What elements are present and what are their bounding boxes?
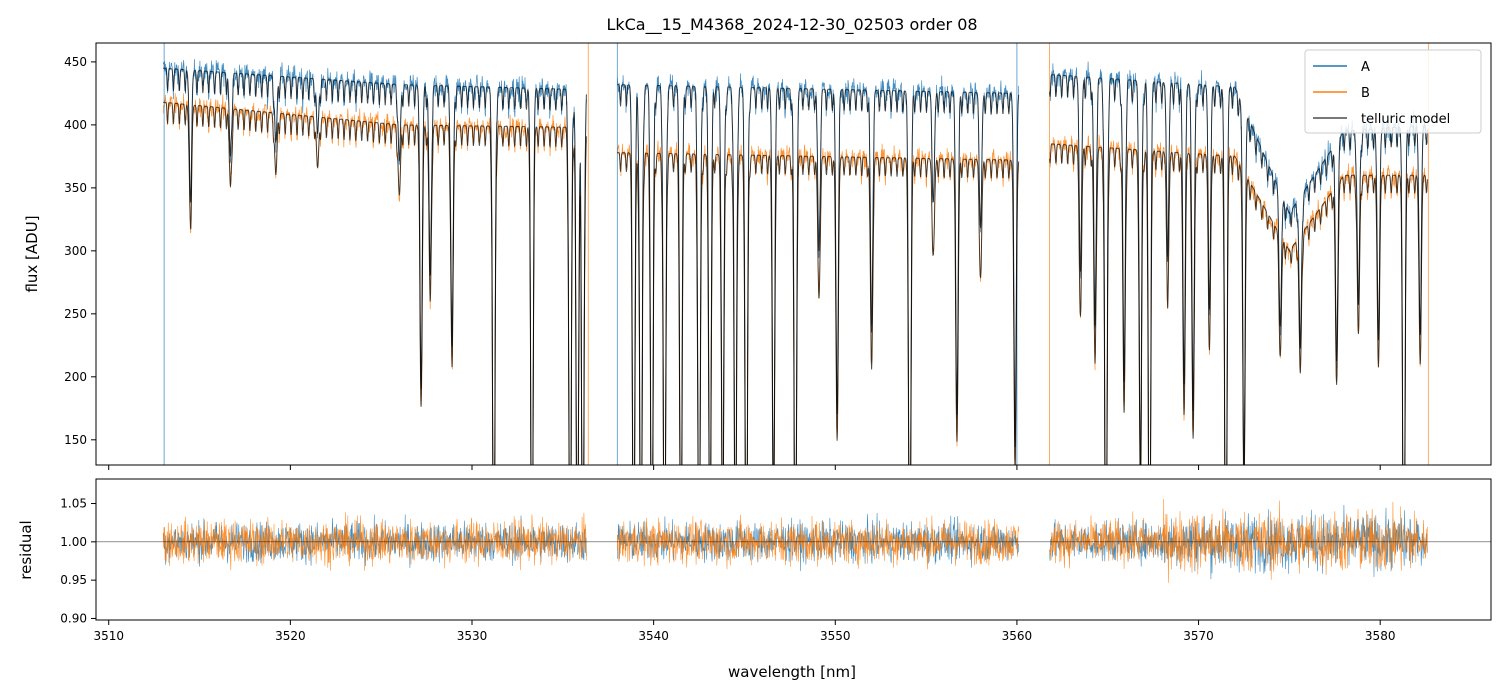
residual-y-ticks: 0.90 0.95 1.00 1.05 (60, 497, 96, 625)
flux-axes-frame (95, 42, 1492, 466)
residual-y-axis-title: residual (17, 520, 35, 579)
flux-panel: 150 200 250 300 350 400 450 flux [ADU] A B tel… (23, 42, 1492, 470)
flux-y-ticks: 150 200 250 300 350 400 450 (64, 55, 96, 447)
residual-x-tick-label: 3580 (1365, 629, 1396, 643)
residual-x-tick-label: 3550 (820, 629, 851, 643)
residual-plot-area (96, 498, 1491, 583)
flux-y-tick-label: 300 (64, 244, 87, 258)
residual-x-tick-label: 3560 (1002, 629, 1033, 643)
residual-y-tick-label: 1.05 (60, 497, 87, 511)
legend-label-a: A (1361, 60, 1370, 75)
residual-x-tick-label: 3520 (275, 629, 306, 643)
legend: A B telluric model (1304, 49, 1482, 134)
legend-label-telluric: telluric model (1361, 112, 1450, 127)
telluric-model-b (163, 101, 1428, 465)
legend-label-b: B (1361, 86, 1370, 101)
flux-x-ticks (108, 465, 1381, 470)
legend-box (1304, 49, 1482, 134)
residual-y-tick-label: 0.90 (60, 611, 87, 625)
residual-y-tick-label: 1.00 (60, 535, 87, 549)
residual-axes-frame (95, 478, 1492, 621)
flux-y-axis-title: flux [ADU] (23, 215, 41, 292)
residual-x-tick-label: 3510 (93, 629, 124, 643)
residual-x-tick-label: 3530 (457, 629, 488, 643)
residual-panel: 0.90 0.95 1.00 1.05 3510 3520 3530 3540 3550 356… (17, 478, 1492, 681)
flux-plot-area (162, 43, 1429, 465)
flux-y-tick-label: 400 (64, 118, 87, 132)
flux-y-tick-label: 350 (64, 181, 87, 195)
flux-y-tick-label: 250 (64, 307, 87, 321)
residual-x-tick-label: 3570 (1183, 629, 1214, 643)
flux-y-tick-label: 150 (64, 433, 87, 447)
residual-x-ticks: 3510 3520 3530 3540 3550 3560 3570 3580 (93, 620, 1395, 643)
figure-title: LkCa__15_M4368_2024-12-30_02503 order 08 (606, 15, 977, 35)
flux-y-tick-label: 450 (64, 55, 87, 69)
flux-y-tick-label: 200 (64, 370, 87, 384)
residual-x-axis-title: wavelength [nm] (728, 663, 856, 681)
residual-x-tick-label: 3540 (638, 629, 669, 643)
residual-y-tick-label: 0.95 (60, 573, 87, 587)
